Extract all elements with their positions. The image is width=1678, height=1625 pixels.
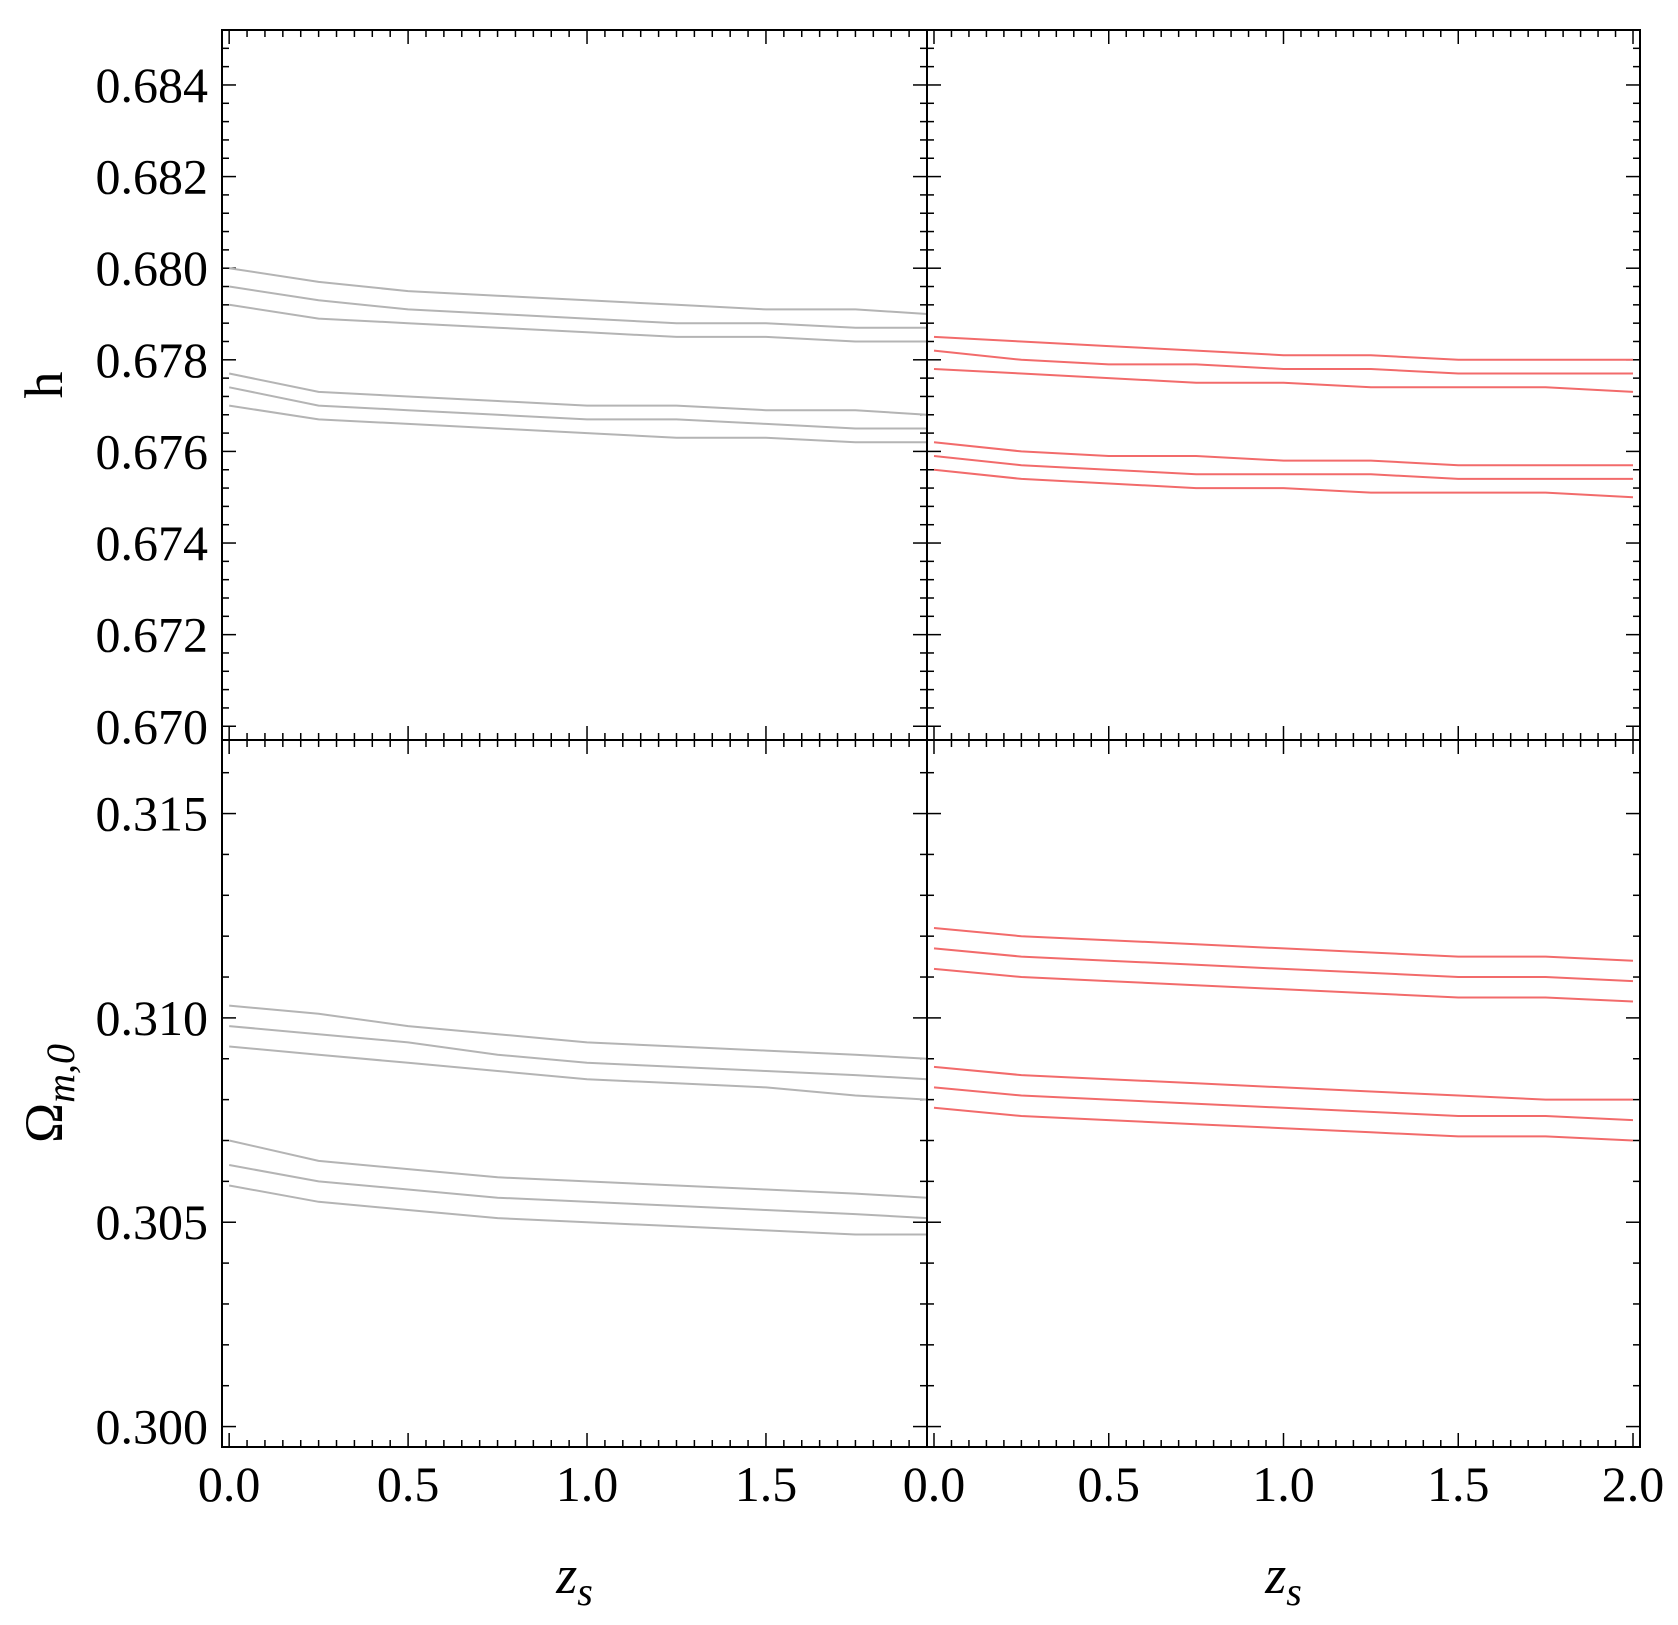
series-line-5 — [228, 386, 927, 430]
x-tick-label: 0.5 — [377, 1456, 440, 1512]
y-axis-title: h — [14, 372, 74, 399]
y-tick-label: 0.672 — [96, 607, 209, 663]
panel-bottom-right: 0.0 0.5 1.0 1.5 2.0 zs — [903, 739, 1665, 1614]
panel-top-left: 0.670 0.672 0.674 0.676 0.678 0.680 0.682 0.684… — [14, 29, 928, 754]
panel-top-right — [926, 29, 1641, 741]
series-line-2 — [933, 947, 1634, 983]
series-line-6 — [229, 1184, 927, 1236]
y-tick-label: 0.670 — [96, 698, 209, 754]
panel-frame — [221, 739, 928, 1448]
x-axis-title: zs — [555, 1545, 593, 1614]
series-line-1 — [933, 335, 1633, 361]
y-axis-title: Ωm,0 — [14, 1044, 83, 1143]
panel-frame — [926, 739, 1641, 1448]
series-line-2 — [229, 1025, 928, 1081]
y-tick-label: 0.682 — [96, 149, 209, 205]
series-line-1 — [229, 1004, 928, 1060]
y-tick-label: 0.315 — [96, 786, 209, 842]
y-tick-label: 0.680 — [96, 240, 209, 296]
y-tick-label: 0.676 — [96, 423, 209, 479]
y-tick-label: 0.300 — [96, 1399, 209, 1455]
x-tick-label: 1.0 — [556, 1456, 619, 1512]
series-line-5 — [933, 1086, 1634, 1122]
panel-frame — [221, 29, 928, 741]
x-tick-label: 2.0 — [1602, 1456, 1665, 1512]
series-line-1 — [933, 927, 1634, 962]
y-tick-label: 0.305 — [96, 1194, 209, 1250]
x-tick-label: 1.5 — [735, 1456, 798, 1512]
series-line-2 — [229, 285, 927, 329]
x-tick-label: 0.0 — [198, 1456, 261, 1512]
y-axis-title-main: Ω — [14, 1103, 74, 1143]
series-line-4 — [933, 441, 1633, 467]
series-line-4 — [933, 1065, 1633, 1101]
y-tick-label: 0.678 — [96, 332, 209, 388]
series-line-4 — [228, 372, 928, 416]
series-line-3 — [229, 1045, 928, 1101]
series-line-6 — [229, 404, 927, 444]
x-tick-label: 0.5 — [1077, 1456, 1140, 1512]
x-axis-title-main: z — [1264, 1545, 1286, 1605]
y-axis-title-subscript: m,0 — [38, 1044, 83, 1103]
x-tick-label: 0.0 — [903, 1456, 966, 1512]
series-line-1 — [229, 267, 928, 315]
panel-frame — [926, 29, 1641, 741]
series-line-5 — [933, 455, 1633, 480]
y-tick-label: 0.310 — [96, 990, 209, 1046]
x-axis-title-subscript: s — [1286, 1569, 1302, 1614]
x-axis-title: zs — [1264, 1545, 1302, 1614]
series-line-3 — [933, 967, 1634, 1003]
series-line-6 — [933, 1106, 1634, 1142]
series-line-2 — [933, 349, 1633, 375]
series-line-4 — [228, 1139, 928, 1199]
series-line-6 — [933, 468, 1634, 499]
series-line-3 — [933, 368, 1634, 393]
x-tick-label: 1.0 — [1252, 1456, 1315, 1512]
series-line-5 — [229, 1164, 928, 1220]
panels: 0.670 0.672 0.674 0.676 0.678 0.680 0.682 0.684… — [14, 29, 1665, 1614]
y-tick-label: 0.674 — [96, 515, 209, 571]
x-tick-label: 1.5 — [1427, 1456, 1490, 1512]
series-line-3 — [229, 303, 927, 343]
x-axis-title-main: z — [555, 1545, 577, 1605]
panel-bottom-left: 0.300 0.305 0.310 0.315 0.0 0.5 1.0 1.5 Ωm,0 zs — [14, 739, 928, 1614]
y-axis-title-main: h — [14, 372, 74, 399]
y-tick-label: 0.684 — [96, 57, 209, 113]
x-axis-title-subscript: s — [577, 1569, 593, 1614]
